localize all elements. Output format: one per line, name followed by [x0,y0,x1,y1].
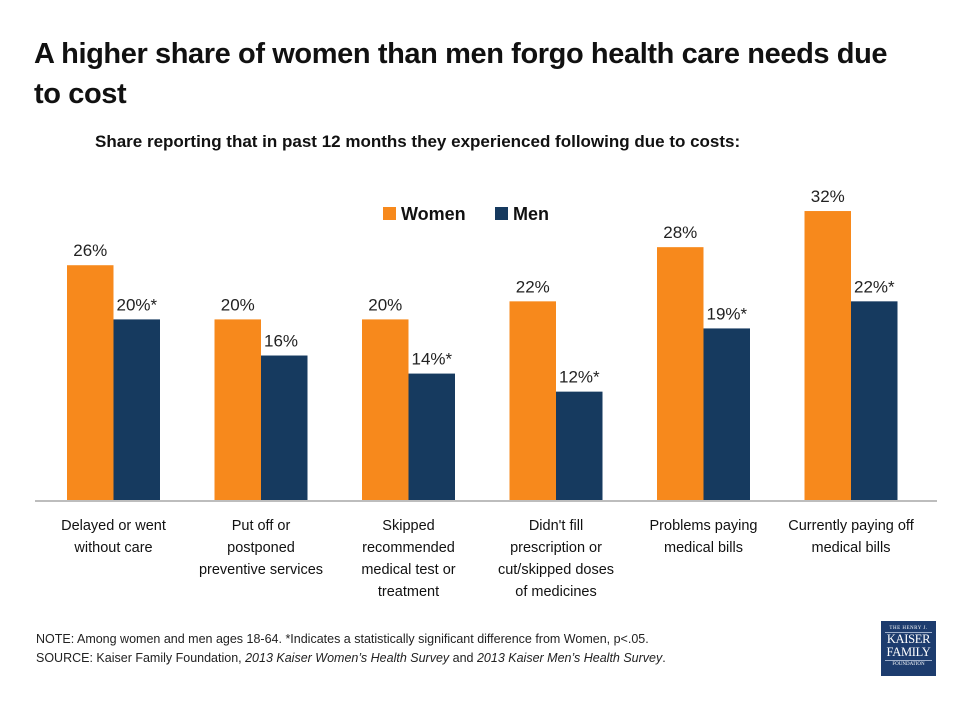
x-tick-label-line: cut/skipped doses [498,562,614,578]
x-tick-label-line: treatment [378,584,439,600]
x-tick-label-line: Currently paying off [788,518,914,534]
x-tick-label: Put off or postponed preventive services [199,518,323,578]
x-tick-label-line: medical bills [664,540,743,556]
bar-women [657,247,704,500]
x-tick-label-line: recommended [362,540,455,556]
data-label-men: 19%* [707,304,748,323]
source-text: SOURCE: Kaiser Family Foundation, 2013 K… [36,649,666,668]
data-label-men: 16% [264,332,298,351]
bars-layer: 26% 20%* 20% 16% 20% 14%* 22% 12%* 28% 19%* 32% 22%… [67,187,898,501]
x-tick-label: Delayed or went without care [61,518,166,556]
source-suffix: . [662,651,666,665]
legend-label-men: Men [513,204,549,224]
source-survey-men: 2013 Kaiser Men’s Health Survey [476,651,663,665]
bar-men [408,373,455,500]
data-label-men: 20%* [117,295,158,314]
data-label-women: 20% [368,295,402,314]
source-prefix: SOURCE: Kaiser Family Foundation, [36,651,246,665]
data-label-men: 12%* [559,368,600,387]
footnote: NOTE: Among women and men ages 18-64. *I… [36,630,666,668]
x-tick-label-line: of medicines [515,584,596,600]
data-label-women: 20% [221,295,255,314]
data-label-women: 26% [73,241,107,260]
x-tick-label: Skipped recommended medical test or treatme… [361,518,455,600]
bar-women [67,265,114,500]
x-tick-label-line: Problems paying [650,518,758,534]
x-tick-label-line: prescription or [510,540,602,556]
bar-men [851,301,898,500]
bar-men [261,355,308,500]
legend-label-women: Women [401,204,466,224]
x-axis-labels: Delayed or went without care Put off or pos… [61,518,915,600]
x-tick-label-line: Delayed or went [61,518,166,534]
logo-line2: FAMILY [886,645,931,659]
data-label-women: 22% [516,277,550,296]
x-tick-label: Currently paying off medical bills [788,518,914,556]
bar-group: 32% 22%* [804,187,898,501]
bar-women [804,211,851,501]
bar-women [214,319,261,500]
kaiser-family-foundation-logo: THE HENRY J. KAISER FAMILY FOUNDATION [881,621,936,676]
legend-swatch-women [383,207,396,220]
x-tick-label-line: postponed [227,540,295,556]
bar-group: 28% 19%* [657,223,750,500]
bar-group: 22% 12%* [509,277,603,500]
x-tick-label-line: medical bills [812,540,891,556]
legend: Women Men [383,204,549,224]
bar-men [113,319,160,500]
x-tick-label: Problems paying medical bills [650,518,758,556]
x-tick-label-line: preventive services [199,562,323,578]
data-label-men: 14%* [412,350,453,369]
chart-title: A higher share of women than men forgo h… [34,38,888,110]
logo-top-text: THE HENRY J. [885,625,932,633]
data-label-women: 28% [663,223,697,242]
logo-line1: KAISER [886,632,931,646]
x-tick-label-line: without care [73,540,152,556]
bar-group: 20% 16% [214,295,308,500]
source-middle: and [449,651,477,665]
bar-group: 20% 14%* [362,295,455,500]
bar-group: 26% 20%* [67,241,160,500]
data-label-women: 32% [811,187,845,206]
data-label-men: 22%* [854,277,895,296]
bar-women [509,301,556,500]
bar-men [556,391,603,500]
chart-subtitle: Share reporting that in past 12 months t… [95,132,741,151]
bar-chart: Women Men 26% 20%* 20% 16% 20% 14%* 22% 12%* 28% 1… [35,187,937,600]
source-survey-women: 2013 Kaiser Women’s Health Survey [245,651,450,665]
x-tick-label-line: Didn't fill [529,518,583,534]
x-tick-label-line: Put off or [232,518,291,534]
x-tick-label: Didn't fill prescription or cut/skipped do… [498,518,614,600]
legend-swatch-men [495,207,508,220]
bar-men [703,328,750,500]
note-text: NOTE: Among women and men ages 18-64. *I… [36,632,649,646]
x-tick-label-line: Skipped [382,518,434,534]
logo-bottom-text: FOUNDATION [885,660,932,668]
bar-women [362,319,409,500]
x-tick-label-line: medical test or [361,562,455,578]
